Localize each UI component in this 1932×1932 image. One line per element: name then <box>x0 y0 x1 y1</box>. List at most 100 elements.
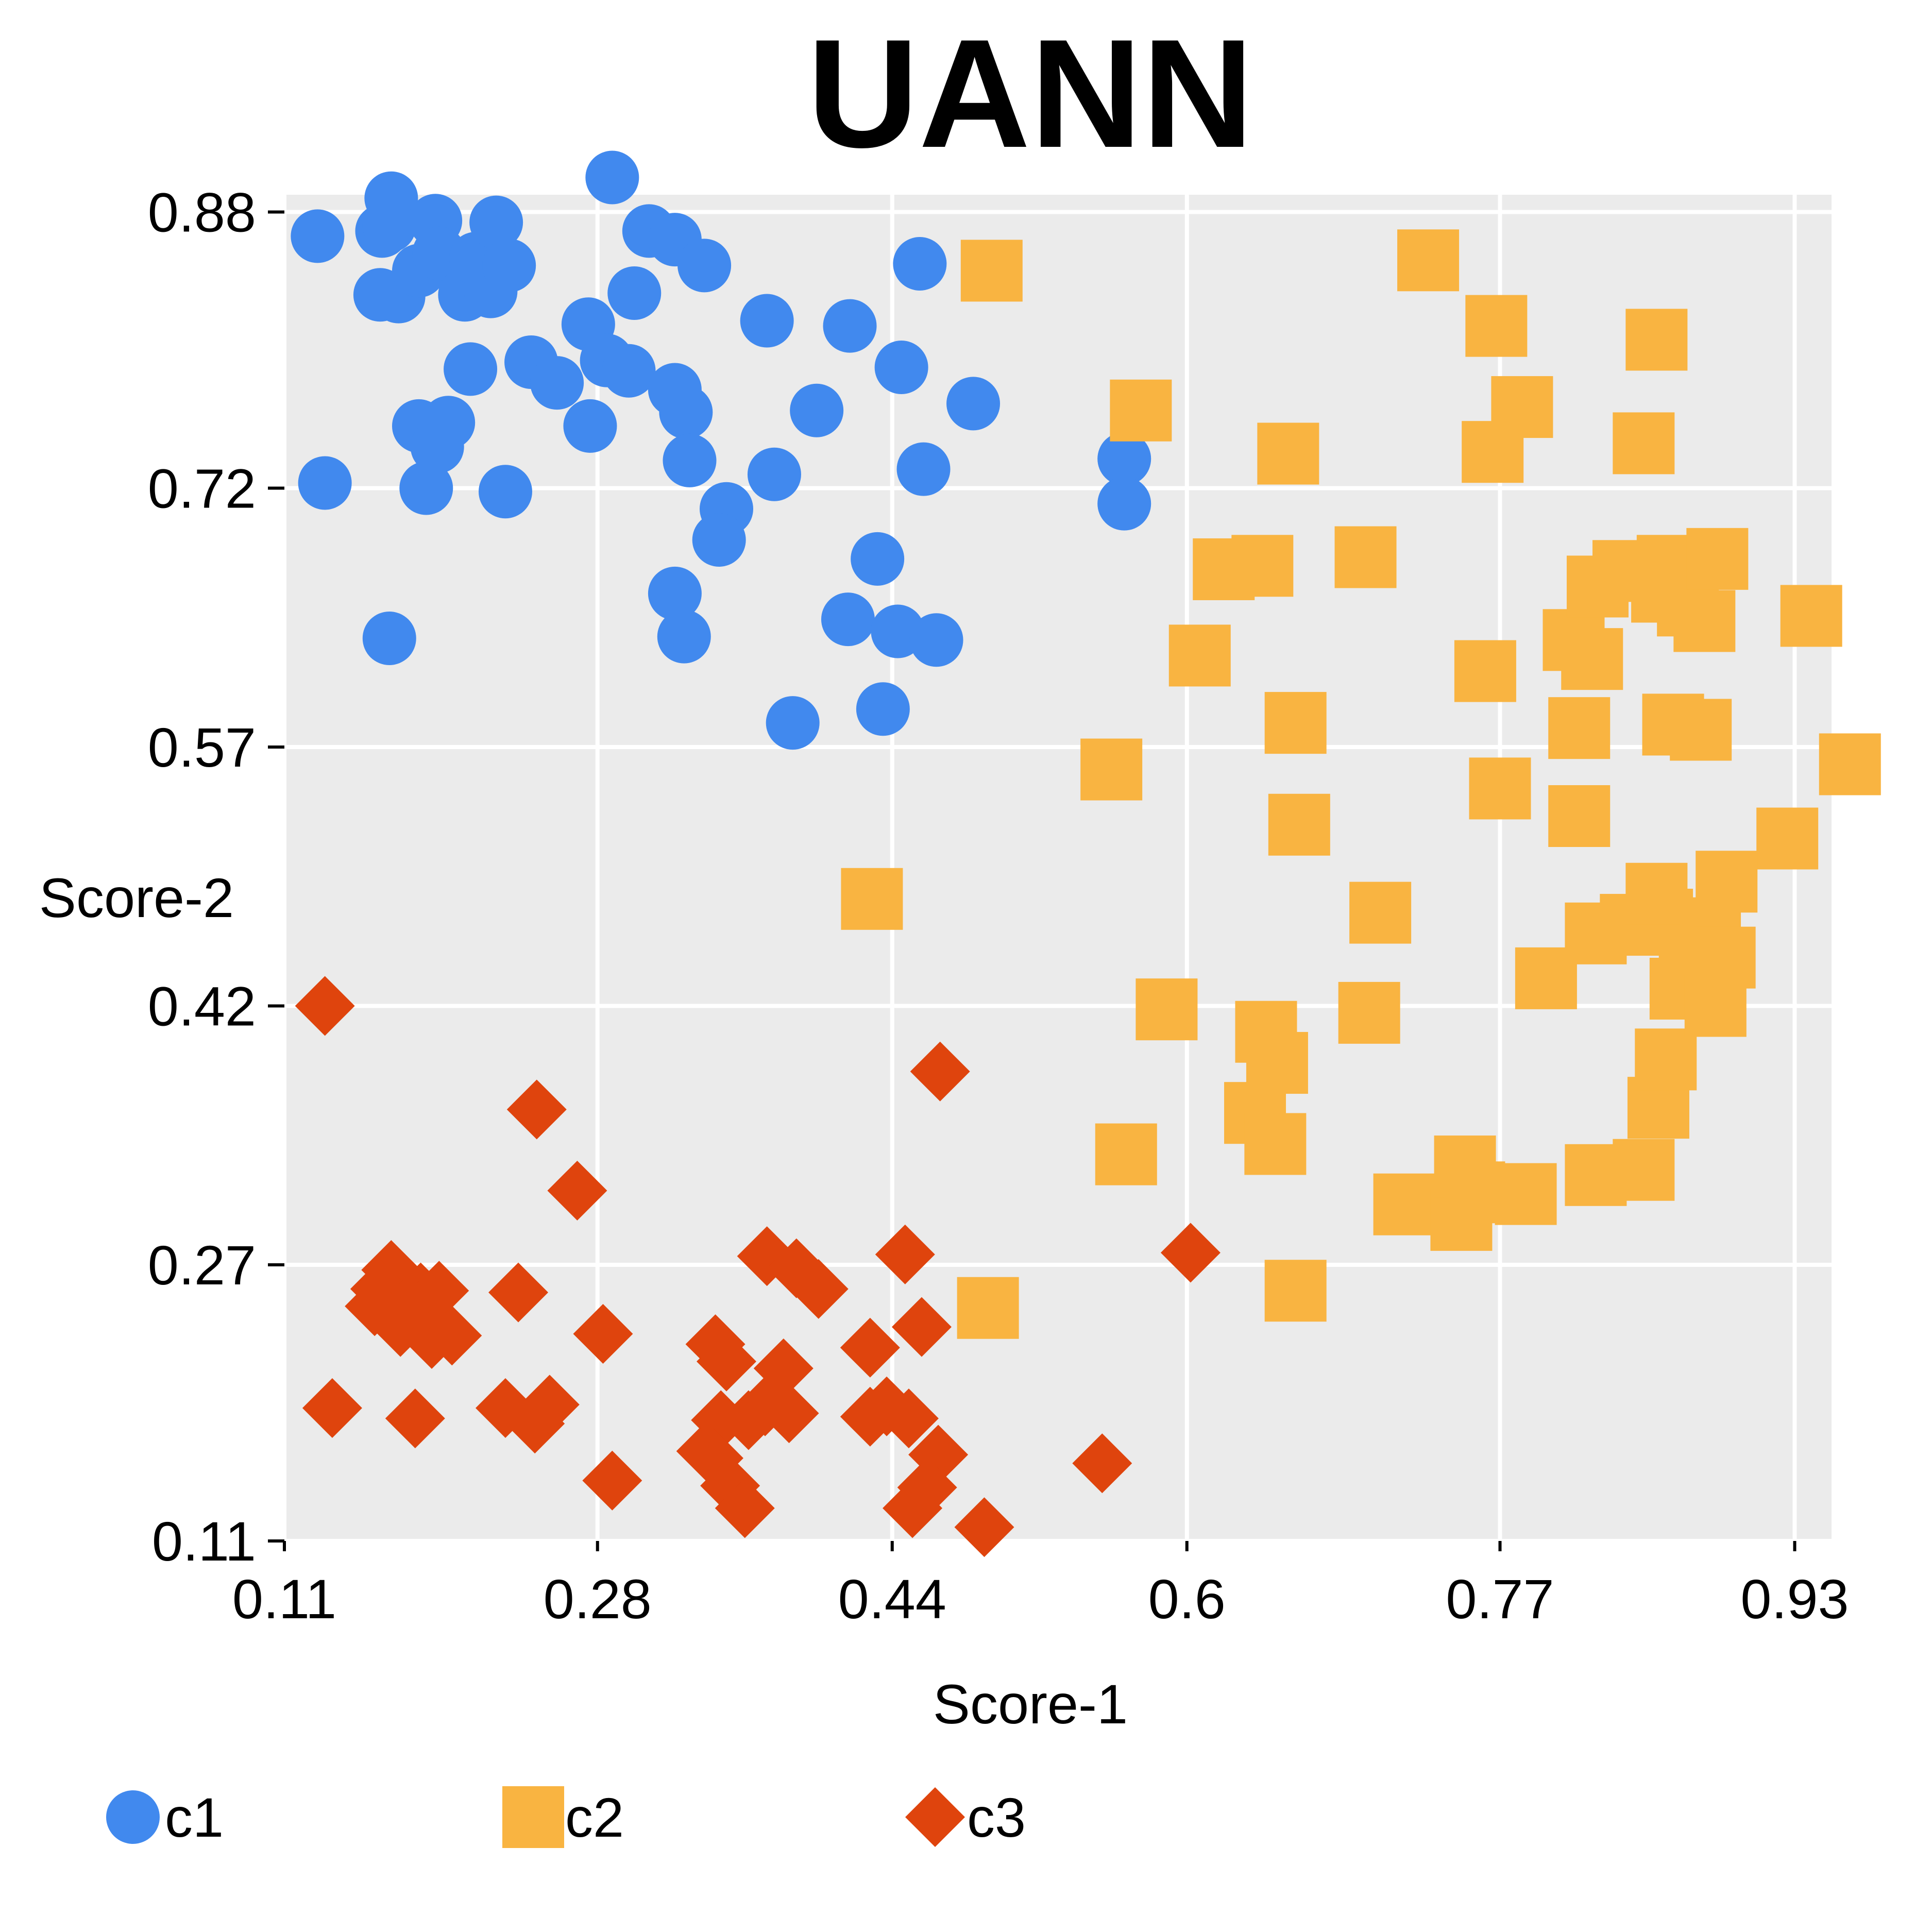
x-axis-label: Score-1 <box>933 1673 1128 1735</box>
c1-point <box>740 294 794 348</box>
c2-point <box>1548 785 1611 847</box>
c2-point <box>1635 1028 1697 1091</box>
c2-point <box>1373 1173 1435 1235</box>
c3-point <box>910 1041 970 1101</box>
y-tick-label: 0.57 <box>148 716 256 778</box>
c1-point <box>1097 477 1151 531</box>
c2-point <box>1443 1161 1505 1224</box>
c3-point <box>422 1306 482 1366</box>
c2-point <box>1613 412 1675 474</box>
c1-point <box>893 237 947 291</box>
x-tick-label: 0.93 <box>1740 1568 1849 1630</box>
c2-point <box>1397 229 1460 292</box>
c2-point <box>1684 975 1747 1037</box>
c2-point <box>957 1277 1019 1339</box>
c2-point <box>1338 981 1400 1044</box>
x-tick-label: 0.28 <box>544 1568 652 1630</box>
c1-point <box>821 592 875 647</box>
legend-label: c2 <box>565 1786 624 1849</box>
c1-point <box>482 239 536 293</box>
legend-item-c3: c3 <box>905 1786 1026 1849</box>
c1-point <box>766 696 820 750</box>
c3-point <box>878 1388 939 1449</box>
c2-point <box>1264 692 1327 754</box>
c1-point <box>896 442 951 496</box>
x-tick-label: 0.77 <box>1446 1568 1554 1630</box>
c2-point <box>1819 733 1881 795</box>
c1-point <box>851 532 905 586</box>
c2-point <box>1780 585 1842 647</box>
data-points <box>291 150 1881 1557</box>
c3-point <box>875 1224 935 1284</box>
c2-point <box>1756 807 1819 870</box>
c1-point <box>692 513 746 567</box>
chart-title: UANN <box>807 7 1254 180</box>
c2-point <box>1136 978 1198 1041</box>
c2-point <box>1673 590 1736 652</box>
y-tick-label: 0.11 <box>152 1510 256 1572</box>
c3-point <box>582 1450 642 1511</box>
c3-point <box>295 976 355 1036</box>
c2-point <box>1696 851 1758 913</box>
c2-point <box>1548 697 1611 759</box>
legend-label: c3 <box>967 1786 1026 1849</box>
c3-point <box>759 1383 819 1444</box>
c1-point <box>648 566 702 620</box>
c1-point <box>823 299 877 353</box>
c1-point <box>410 420 464 474</box>
x-tick-label: 0.11 <box>232 1568 336 1630</box>
series-c3 <box>295 976 1221 1557</box>
c2-point <box>1670 699 1732 761</box>
y-tick-label: 0.72 <box>148 457 256 520</box>
c2-point <box>1168 624 1231 687</box>
c2-point <box>1080 738 1143 801</box>
c1-point <box>909 613 963 667</box>
c3-point <box>506 1079 567 1140</box>
legend-marker-square <box>502 1786 564 1848</box>
c2-point <box>1264 1260 1327 1322</box>
c3-point <box>715 1478 775 1538</box>
c3-point <box>697 1331 756 1392</box>
c1-point <box>659 385 713 439</box>
c1-point <box>856 682 910 736</box>
c3-point <box>788 1259 849 1319</box>
c3-point <box>547 1160 607 1221</box>
c1-point <box>479 465 532 519</box>
c2-point <box>1465 295 1528 357</box>
y-tick-label: 0.88 <box>148 181 256 244</box>
y-tick-label: 0.42 <box>148 975 256 1038</box>
c1-point <box>874 341 928 394</box>
c1-point <box>790 383 844 437</box>
y-axis: 0.11 0.27 0.42 0.57 0.72 0.88 <box>148 181 284 1572</box>
c2-point <box>1334 526 1397 588</box>
x-axis: 0.11 0.28 0.44 0.6 0.77 0.93 <box>232 1541 1849 1630</box>
c1-point <box>747 447 801 501</box>
x-tick-label: 0.44 <box>838 1568 946 1630</box>
c3-point <box>302 1378 362 1438</box>
y-tick-label: 0.27 <box>148 1234 256 1296</box>
c1-point <box>298 456 352 510</box>
c1-point <box>607 266 662 320</box>
c1-point <box>291 209 345 263</box>
c3-point <box>385 1388 445 1449</box>
c3-point <box>883 1478 943 1538</box>
c3-point <box>1160 1223 1221 1283</box>
c2-point <box>1462 421 1524 483</box>
legend-label: c1 <box>165 1786 224 1849</box>
c1-point <box>677 239 732 293</box>
c1-point <box>362 199 416 253</box>
c2-point <box>1515 947 1577 1009</box>
c3-point <box>1072 1433 1132 1494</box>
c2-point <box>1561 628 1623 690</box>
legend-marker-diamond <box>905 1787 965 1847</box>
c3-point <box>840 1317 900 1378</box>
c3-point <box>954 1497 1014 1557</box>
c2-point <box>1110 379 1172 442</box>
c2-point <box>1495 1163 1557 1225</box>
c1-point <box>585 150 639 205</box>
x-tick-label: 0.6 <box>1148 1568 1226 1630</box>
c2-point <box>1349 882 1412 944</box>
legend: c1 c2 c3 <box>106 1786 1026 1849</box>
c1-point <box>469 195 523 249</box>
